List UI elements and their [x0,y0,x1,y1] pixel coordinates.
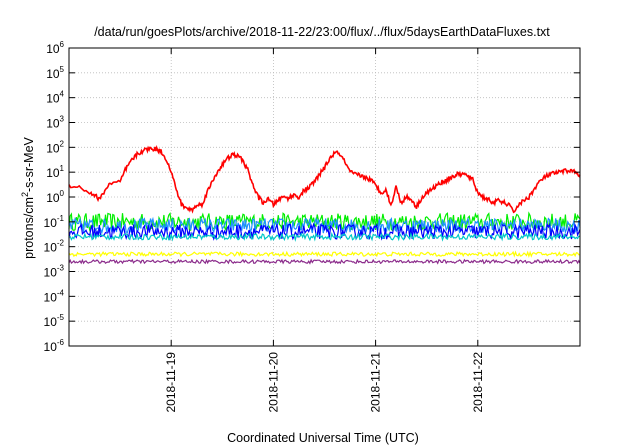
y-tick-exponent: -4 [57,288,65,297]
y-tick-label: 100 [46,189,64,205]
y-tick-label: 101 [46,164,64,180]
y-tick-exponent: -5 [57,313,65,322]
y-tick-base: 10 [44,266,58,280]
x-axis: 2018-11-19 2018-11-20 2018-11-21 2018-11-22 [164,48,485,413]
y-axis-title-sup: 2 [20,192,30,197]
y-tick-exponent: -2 [57,239,65,248]
y-tick-base: 10 [46,92,60,106]
y-tick-label: 103 [46,115,64,131]
y-tick-label: 106 [46,40,64,56]
y-axis-title-part2: -s-sr-MeV [22,136,36,192]
x-tick-label: 2018-11-19 [164,352,178,413]
y-tick-base: 10 [44,340,58,354]
y-tick-label: 10-6 [44,338,65,354]
y-tick-label: 10-5 [44,313,65,329]
y-tick-base: 10 [44,241,58,255]
y-tick-exponent: -1 [57,214,65,223]
y-axis-title: protons/cm2-s-sr-MeV [20,136,36,258]
y-tick-label: 105 [46,65,64,81]
y-tick-label: 10-4 [44,288,65,304]
series-line-7 [68,258,581,265]
y-tick-label: 102 [46,139,64,155]
x-tick-label: 2018-11-22 [471,352,485,413]
y-tick-base: 10 [46,166,60,180]
y-tick-exponent: 2 [60,139,65,148]
x-tick-label: 2018-11-20 [266,352,280,413]
y-tick-exponent: 3 [60,115,65,124]
y-axis: 10-610-510-410-310-210-11001011021031041… [44,40,580,354]
y-axis-title-part1: protons/cm [22,197,36,259]
y-tick-exponent: -6 [57,338,65,347]
series-line-6 [68,250,581,259]
y-tick-base: 10 [46,67,60,81]
y-tick-base: 10 [46,141,60,155]
y-tick-label: 104 [46,90,64,106]
chart-title: /data/run/goesPlots/archive/2018-11-22/2… [94,25,550,39]
series-line-5 [68,231,581,243]
x-tick-label: 2018-11-21 [369,352,383,413]
y-tick-exponent: 4 [60,90,65,99]
x-axis-title: Coordinated Universal Time (UTC) [227,431,419,445]
y-tick-base: 10 [44,216,58,230]
y-tick-base: 10 [46,42,60,56]
grid [69,48,580,346]
series-line-3 [68,216,581,236]
y-tick-base: 10 [44,315,58,329]
y-tick-exponent: 5 [60,65,65,74]
y-tick-base: 10 [44,290,58,304]
y-tick-label: 10-2 [44,239,65,255]
series-line-1 [68,144,581,214]
y-tick-base: 10 [46,117,60,131]
y-tick-label: 10-1 [44,214,65,230]
y-tick-exponent: 0 [60,189,65,198]
y-tick-base: 10 [46,191,60,205]
series-layer [68,144,581,265]
y-tick-exponent: -3 [57,264,65,273]
y-tick-exponent: 1 [60,164,65,173]
y-tick-exponent: 6 [60,40,65,49]
y-tick-label: 10-3 [44,264,65,280]
